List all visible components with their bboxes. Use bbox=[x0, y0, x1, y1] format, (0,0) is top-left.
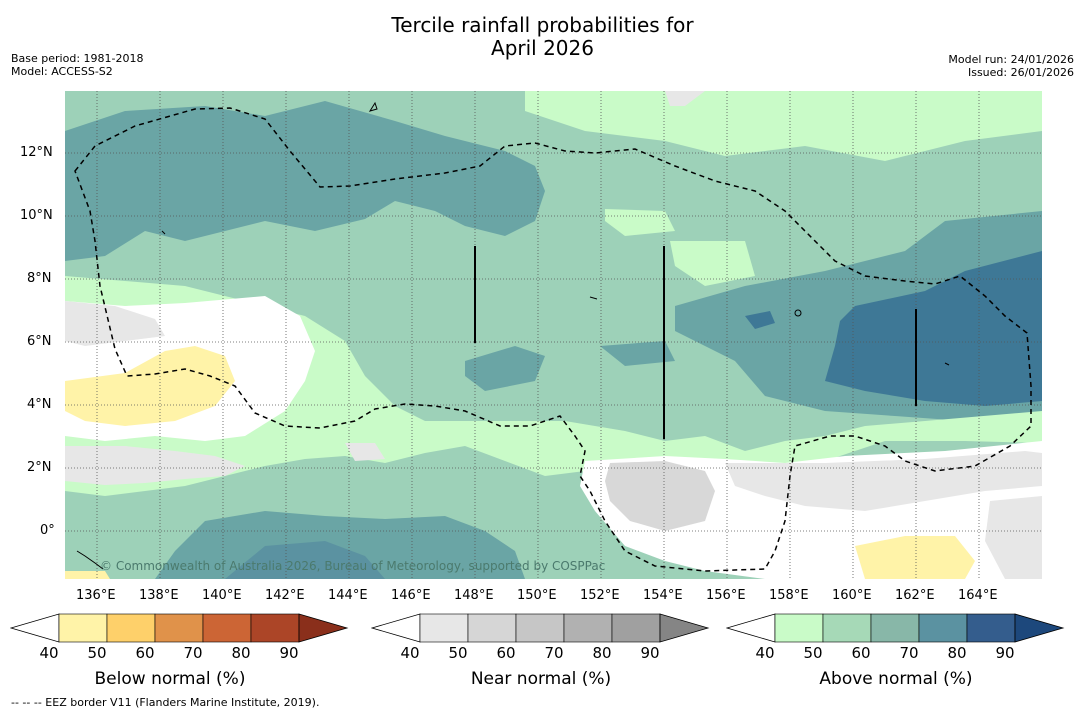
colorbar-below-swatch-4 bbox=[250, 613, 300, 643]
colorbar-near-label: Near normal (%) bbox=[470, 669, 612, 689]
region-above-40-middle bbox=[65, 276, 1042, 496]
colorbar-below-swatch-0 bbox=[58, 613, 108, 643]
eez-border bbox=[74, 107, 1032, 572]
cb-tick: 50 bbox=[87, 644, 107, 662]
meta-left: Base period: 1981-2018 Model: ACCESS-S2 bbox=[11, 52, 143, 78]
rainfall-map bbox=[65, 91, 1042, 579]
colorbar-below-swatch-1 bbox=[106, 613, 156, 643]
colorbar-below-bar bbox=[10, 613, 349, 643]
colorbar-below-label: Below normal (%) bbox=[94, 669, 246, 689]
colorbar-near-swatch-0 bbox=[419, 613, 469, 643]
lat-label: 6°N bbox=[27, 334, 52, 349]
colorbar-near-swatch-3 bbox=[563, 613, 613, 643]
region-near-40-west-a bbox=[65, 301, 165, 346]
region-below-40-west bbox=[65, 346, 235, 426]
region-near-40-east bbox=[725, 451, 1042, 511]
region-above-60-center-b bbox=[600, 341, 675, 366]
model-name: Model: ACCESS-S2 bbox=[11, 65, 113, 78]
lon-label: 156°E bbox=[706, 588, 746, 603]
colorbar-near-swatch-4 bbox=[611, 613, 661, 643]
region-above-70-east bbox=[825, 251, 1042, 406]
cb-tick: 50 bbox=[448, 644, 468, 662]
lon-label: 140°E bbox=[202, 588, 242, 603]
cb-tick: 50 bbox=[803, 644, 823, 662]
region-above-40-patch-a bbox=[605, 209, 675, 236]
region-below-40-corner bbox=[65, 571, 110, 579]
region-above-60-center bbox=[465, 346, 545, 391]
meta-right: Model run: 24/01/2026 Issued: 26/01/2026 bbox=[948, 53, 1074, 79]
cb-tick: 60 bbox=[851, 644, 871, 662]
colorbar-below-swatch-2 bbox=[154, 613, 204, 643]
colorbar-above-swatch-1 bbox=[822, 613, 872, 643]
region-below-40-southeast bbox=[855, 536, 975, 579]
region-near-40-southeast bbox=[985, 496, 1042, 579]
region-above-70-small bbox=[745, 311, 775, 329]
lat-label: 10°N bbox=[20, 208, 53, 223]
region-above-60-northwest bbox=[65, 101, 545, 261]
colorbar-above-swatch-3 bbox=[918, 613, 968, 643]
lon-label: 158°E bbox=[769, 588, 809, 603]
lat-label: 12°N bbox=[20, 145, 53, 160]
lon-label: 154°E bbox=[643, 588, 683, 603]
colorbar-near-swatch-2 bbox=[515, 613, 565, 643]
issued-date: Issued: 26/01/2026 bbox=[967, 66, 1074, 79]
lon-label: 144°E bbox=[328, 588, 368, 603]
lon-label: 148°E bbox=[454, 588, 494, 603]
cb-tick: 70 bbox=[544, 644, 564, 662]
cb-tick: 80 bbox=[592, 644, 612, 662]
cb-tick: 60 bbox=[135, 644, 155, 662]
cb-tick: 70 bbox=[899, 644, 919, 662]
islands bbox=[76, 101, 950, 570]
lat-label: 8°N bbox=[27, 271, 52, 286]
cb-tick: 90 bbox=[279, 644, 299, 662]
region-near-50-center bbox=[605, 461, 715, 531]
cb-tick: 90 bbox=[640, 644, 660, 662]
colorbar-above-swatch-0 bbox=[774, 613, 824, 643]
lat-label: 2°N bbox=[27, 460, 52, 475]
colorbar-above-swatch-5 bbox=[1014, 613, 1065, 643]
region-above-70-southwest bbox=[225, 541, 385, 579]
region-near-40-north bbox=[665, 91, 705, 106]
lon-label: 146°E bbox=[391, 588, 431, 603]
region-near-40-west-b bbox=[65, 446, 245, 485]
lon-label: 162°E bbox=[895, 588, 935, 603]
colorbar-below-swatch-3 bbox=[202, 613, 252, 643]
title-line-1: Tercile rainfall probabilities for bbox=[391, 13, 694, 37]
colorbar-above-swatch-4 bbox=[966, 613, 1016, 643]
cb-tick: 40 bbox=[400, 644, 420, 662]
lon-label: 164°E bbox=[958, 588, 998, 603]
colorbar-near-bar bbox=[371, 613, 710, 643]
cb-tick: 70 bbox=[183, 644, 203, 662]
colorbar-above-swatch-2 bbox=[870, 613, 920, 643]
cb-tick: 80 bbox=[231, 644, 251, 662]
cb-tick: 40 bbox=[39, 644, 59, 662]
lon-label: 160°E bbox=[832, 588, 872, 603]
lat-label: 0° bbox=[40, 523, 55, 538]
footnote-eez: -- -- -- EEZ border V11 (Flanders Marine… bbox=[11, 696, 320, 709]
base-period: Base period: 1981-2018 bbox=[11, 52, 144, 65]
model-run: Model run: 24/01/2026 bbox=[948, 53, 1074, 66]
lon-label: 150°E bbox=[517, 588, 557, 603]
lon-label: 152°E bbox=[580, 588, 620, 603]
region-above-40-north bbox=[525, 91, 1042, 161]
colorbar-near-swatch-5 bbox=[659, 613, 710, 643]
cb-tick: 80 bbox=[947, 644, 967, 662]
copyright-credit: © Commonwealth of Australia 2026, Bureau… bbox=[100, 559, 606, 573]
region-near-40-small bbox=[345, 443, 385, 461]
lat-label: 4°N bbox=[27, 397, 52, 412]
lon-label: 136°E bbox=[76, 588, 116, 603]
graticule bbox=[65, 91, 1042, 579]
cb-tick: 40 bbox=[755, 644, 775, 662]
cb-tick: 90 bbox=[995, 644, 1015, 662]
cb-tick: 60 bbox=[496, 644, 516, 662]
colorbar-above-bar bbox=[726, 613, 1065, 643]
colorbar-below-swatch-5 bbox=[298, 613, 349, 643]
region-above-40-patch-b bbox=[670, 241, 755, 286]
lon-label: 138°E bbox=[139, 588, 179, 603]
lon-label: 142°E bbox=[265, 588, 305, 603]
chart-title: Tercile rainfall probabilities for April… bbox=[0, 14, 1085, 60]
colorbar-above-label: Above normal (%) bbox=[819, 669, 973, 689]
colorbar-near-swatch-1 bbox=[467, 613, 517, 643]
title-line-2: April 2026 bbox=[491, 36, 594, 60]
